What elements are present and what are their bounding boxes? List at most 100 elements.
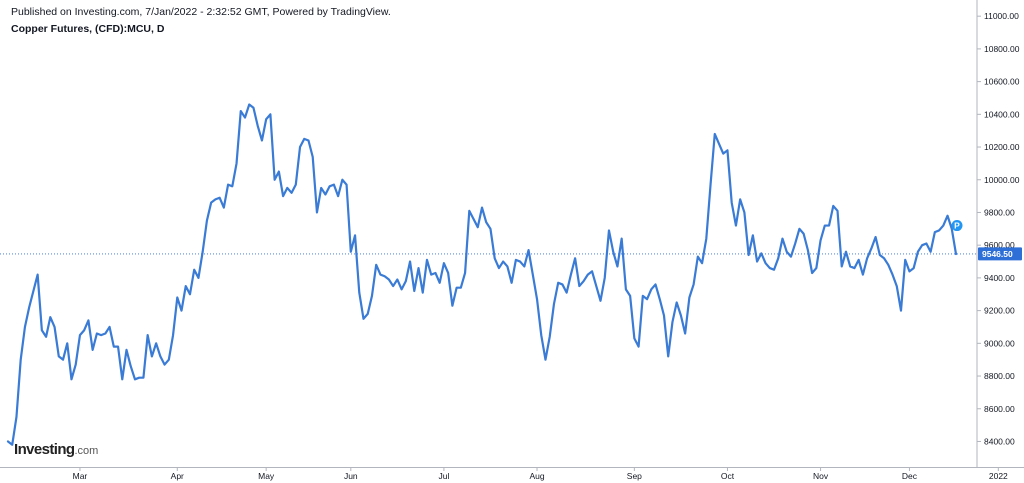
data-point [303, 138, 305, 140]
data-point [320, 187, 322, 189]
data-point [553, 303, 555, 305]
data-point [654, 283, 656, 285]
x-tick-label: Aug [529, 471, 544, 481]
data-point [24, 326, 26, 328]
data-point [422, 292, 424, 294]
data-point [921, 244, 923, 246]
data-point [172, 334, 174, 336]
data-point [223, 206, 225, 208]
data-point [244, 116, 246, 118]
data-point [769, 267, 771, 269]
data-point [625, 288, 627, 290]
data-point [384, 275, 386, 277]
data-point [697, 256, 699, 258]
logo-text: Investing [14, 441, 75, 458]
last-price-label: 9546.50 [982, 249, 1013, 259]
data-point [591, 270, 593, 272]
data-point [578, 285, 580, 287]
data-point [913, 267, 915, 269]
data-point [265, 118, 267, 120]
data-point [278, 170, 280, 172]
data-point [252, 107, 254, 109]
data-point [599, 300, 601, 302]
data-point [874, 236, 876, 238]
last-price-badge [978, 247, 1022, 261]
data-point [472, 218, 474, 220]
x-tick-label: Mar [73, 471, 88, 481]
data-point [350, 251, 352, 253]
publisher-text: Published on Investing.com, 7/Jan/2022 -… [11, 6, 391, 18]
data-point [595, 285, 597, 287]
data-point [790, 256, 792, 258]
plot-area[interactable] [6, 103, 958, 446]
data-point [650, 288, 652, 290]
investing-logo[interactable]: Investing.com [14, 441, 98, 458]
data-point [468, 210, 470, 212]
data-point [147, 334, 149, 336]
data-point [519, 260, 521, 262]
data-point [214, 198, 216, 200]
data-point [930, 251, 932, 253]
data-point [163, 363, 165, 365]
data-point [451, 305, 453, 307]
data-point [646, 298, 648, 300]
data-point [561, 283, 563, 285]
data-point [210, 202, 212, 204]
data-point [341, 179, 343, 181]
data-point [845, 251, 847, 253]
data-point [858, 259, 860, 261]
data-point [37, 274, 39, 276]
chart-title: Copper Futures, (CFD):MCU, D [11, 23, 165, 35]
data-point [612, 251, 614, 253]
data-point [337, 195, 339, 197]
data-point [739, 198, 741, 200]
data-point [938, 229, 940, 231]
data-point [781, 238, 783, 240]
data-point [566, 292, 568, 294]
data-point [460, 287, 462, 289]
data-point [946, 215, 948, 217]
data-point [66, 342, 68, 344]
data-point [908, 270, 910, 272]
data-point [447, 272, 449, 274]
data-point [282, 195, 284, 197]
data-point [142, 377, 144, 379]
data-point [138, 377, 140, 379]
y-tick-label: 9200.00 [984, 306, 1015, 316]
y-tick-label: 8400.00 [984, 436, 1015, 446]
data-point [155, 342, 157, 344]
data-point [807, 249, 809, 251]
data-point [841, 265, 843, 267]
data-point [58, 355, 60, 357]
series-line [6, 103, 958, 446]
data-point [819, 239, 821, 241]
data-point [671, 321, 673, 323]
data-point [633, 337, 635, 339]
data-point [7, 440, 9, 442]
data-point [904, 259, 906, 261]
data-point [329, 185, 331, 187]
data-point [777, 257, 779, 259]
data-point [494, 257, 496, 259]
data-point [587, 274, 589, 276]
data-point [570, 274, 572, 276]
data-point [515, 259, 517, 261]
data-point [371, 295, 373, 297]
x-tick-label: Jun [344, 471, 358, 481]
y-tick-label: 10600.00 [984, 77, 1020, 87]
data-point [794, 242, 796, 244]
data-point [257, 125, 259, 127]
y-tick-label: 11000.00 [984, 11, 1019, 21]
data-point [32, 290, 34, 292]
data-point [202, 251, 204, 253]
data-point [295, 184, 297, 186]
data-point [362, 318, 364, 320]
data-point [659, 298, 661, 300]
data-point [506, 265, 508, 267]
data-point [197, 277, 199, 279]
data-point [701, 262, 703, 264]
data-point [417, 267, 419, 269]
data-point [815, 267, 817, 269]
data-point [481, 206, 483, 208]
